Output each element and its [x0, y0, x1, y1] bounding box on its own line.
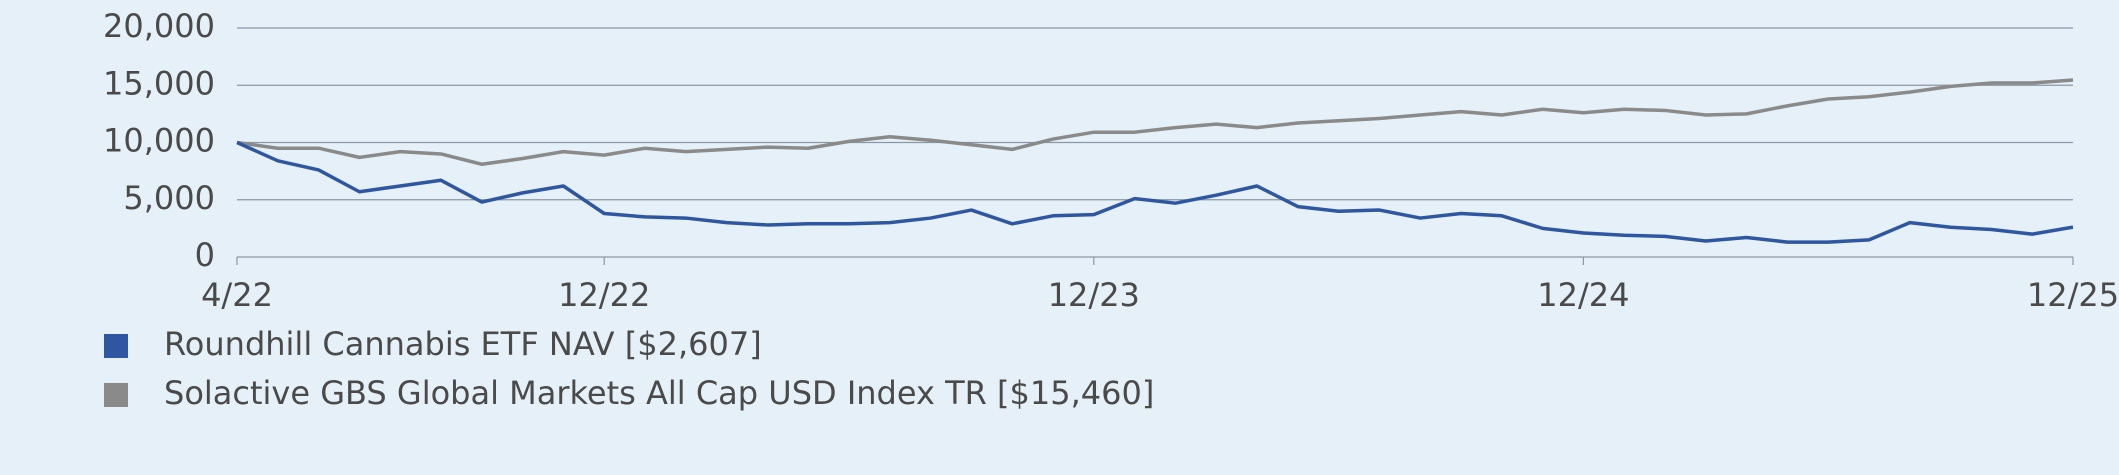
series-line [236, 78, 2074, 167]
x-tick-label: 12/24 [1537, 276, 1629, 314]
legend-label: Solactive GBS Global Markets All Cap USD… [164, 374, 1154, 412]
legend-swatch [104, 383, 128, 407]
y-tick-label: 15,000 [103, 64, 215, 102]
y-tick-label: 20,000 [103, 7, 215, 45]
y-tick-label: 10,000 [103, 122, 215, 160]
x-tick-label: 4/22 [201, 276, 273, 314]
x-tick-label: 12/22 [558, 276, 650, 314]
y-tick-label: 5,000 [123, 179, 215, 217]
legend-label: Roundhill Cannabis ETF NAV [$2,607] [164, 325, 762, 363]
legend-swatch [104, 334, 128, 358]
x-tick-label: 12/23 [1048, 276, 1140, 314]
x-tick-label: 12/25 [2027, 276, 2119, 314]
y-tick-label: 0 [195, 236, 215, 274]
series-line [236, 140, 2074, 244]
